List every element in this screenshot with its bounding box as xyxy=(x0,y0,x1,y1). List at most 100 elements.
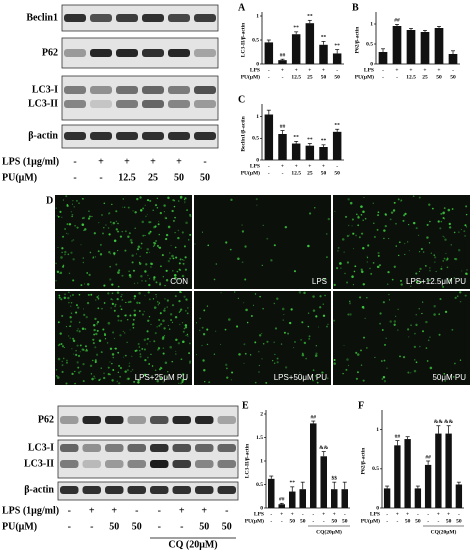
fluorescence-dot xyxy=(66,223,69,226)
fluorescence-dot xyxy=(108,251,111,254)
fluorescence-dot xyxy=(92,342,95,345)
fluorescence-dot xyxy=(84,349,87,352)
fluorescence-dot xyxy=(159,377,162,380)
fluorescence-dot xyxy=(185,378,187,381)
fluorescence-dot xyxy=(148,283,151,287)
blot-band xyxy=(127,444,146,452)
fluorescence-dot xyxy=(106,342,109,344)
fluorescence-dot xyxy=(351,225,353,227)
fluorescence-dot xyxy=(346,261,350,264)
fluorescence-dot xyxy=(160,323,163,326)
fluorescence-dot xyxy=(128,232,131,235)
condition-cell: 50 xyxy=(199,521,209,532)
condition-cell: 50 xyxy=(321,170,327,176)
fluorescence-dot xyxy=(261,358,263,360)
bar xyxy=(305,145,315,160)
fluorescence-dot xyxy=(140,247,142,250)
fluorescence-dot xyxy=(61,360,64,363)
condition-cell: 50 xyxy=(200,172,210,183)
fluorescence-dot xyxy=(167,325,169,327)
fluorescence-dot xyxy=(144,270,147,273)
fluorescence-dot xyxy=(355,234,357,237)
blot-band xyxy=(194,100,216,108)
fluorescence-dot xyxy=(117,230,119,233)
fluorescence-dot xyxy=(435,271,437,273)
blot-band xyxy=(150,444,169,452)
condition-cell: 50 xyxy=(300,518,306,524)
blot-strip xyxy=(61,124,219,149)
fluorescence-dot xyxy=(315,375,317,377)
fluorescence-dot xyxy=(140,275,143,278)
condition-cell: + xyxy=(281,67,284,73)
fluorescence-dot xyxy=(97,307,100,310)
fluorescence-dot xyxy=(453,231,456,234)
fluorescence-dot xyxy=(96,295,99,299)
fluorescence-dot xyxy=(147,274,149,277)
fluorescence-dot xyxy=(148,232,151,235)
fluorescence-dot xyxy=(307,244,310,248)
fluorescence-dot xyxy=(141,313,145,316)
fluorescence-dot xyxy=(397,329,399,331)
fluorescence-dot xyxy=(146,330,149,333)
fluorescence-dot xyxy=(357,371,359,374)
fluorescence-dot xyxy=(80,244,82,246)
condition-label: PU(μM) xyxy=(355,73,374,80)
fluorescence-dot xyxy=(444,218,446,220)
blot-band xyxy=(82,460,101,468)
fluorescence-dot xyxy=(256,204,258,206)
fluorescence-dot xyxy=(255,198,258,201)
fluorescence-dot xyxy=(159,312,162,315)
fluorescence-dot xyxy=(314,354,318,358)
fluorescence-dot xyxy=(143,338,147,342)
fluorescence-dot xyxy=(162,319,165,323)
condition-cell: + xyxy=(111,505,117,516)
fluorescence-dot xyxy=(315,345,317,347)
fluorescence-dot xyxy=(175,256,178,259)
significance: ## xyxy=(425,454,431,460)
fluorescence-dot xyxy=(171,321,174,324)
fluorescence-dot xyxy=(152,245,155,247)
condition-cell: 50 xyxy=(342,518,348,524)
fluorescence-dot xyxy=(139,355,142,358)
condition-cell: - xyxy=(281,518,283,524)
fluorescence-dot xyxy=(78,202,80,204)
fluorescence-dot xyxy=(361,270,364,274)
fluorescence-dot xyxy=(403,242,406,245)
y-tick-label: 0.5 xyxy=(252,37,259,43)
fluorescence-dot xyxy=(284,225,288,229)
blot-band xyxy=(116,14,138,22)
fluorescence-dot xyxy=(128,270,130,273)
fluorescence-dot xyxy=(404,212,407,215)
fluorescence-dot xyxy=(351,275,354,278)
condition-cell: - xyxy=(282,74,284,80)
fluorescence-dot xyxy=(179,310,182,312)
condition-cell: - xyxy=(344,511,346,517)
fluorescence-dot xyxy=(118,364,121,367)
protein-label: P62 xyxy=(38,414,54,425)
fluorescence-dot xyxy=(123,332,126,334)
fluorescence-dot xyxy=(107,321,111,325)
fluorescence-dot xyxy=(171,209,174,213)
fluorescence-dot xyxy=(94,346,97,349)
fluorescence-dot xyxy=(362,283,365,286)
y-tick-label: 0.5 xyxy=(256,482,263,488)
fluorescence-dot xyxy=(142,234,145,237)
blot-band xyxy=(82,486,101,494)
fluorescence-dot xyxy=(58,294,61,297)
fluorescence-dot xyxy=(199,329,201,332)
fluorescence-dot xyxy=(174,276,177,280)
fluorescence-dot xyxy=(138,261,141,264)
condition-cell: - xyxy=(302,511,304,517)
fluorescence-dot xyxy=(185,221,188,225)
fluorescence-dot xyxy=(438,313,440,315)
fluorescence-dot xyxy=(132,269,135,272)
fluorescence-dot xyxy=(94,377,96,379)
condition-cell: - xyxy=(268,74,270,80)
fluorescence-dot xyxy=(127,235,130,238)
fluorescence-dot xyxy=(139,196,142,199)
fluorescence-dot xyxy=(463,230,466,233)
fluorescence-dot xyxy=(425,347,428,349)
fluorescence-dot xyxy=(159,211,162,215)
fluorescence-dot xyxy=(103,284,106,287)
condition-cell: 50 xyxy=(132,521,142,532)
